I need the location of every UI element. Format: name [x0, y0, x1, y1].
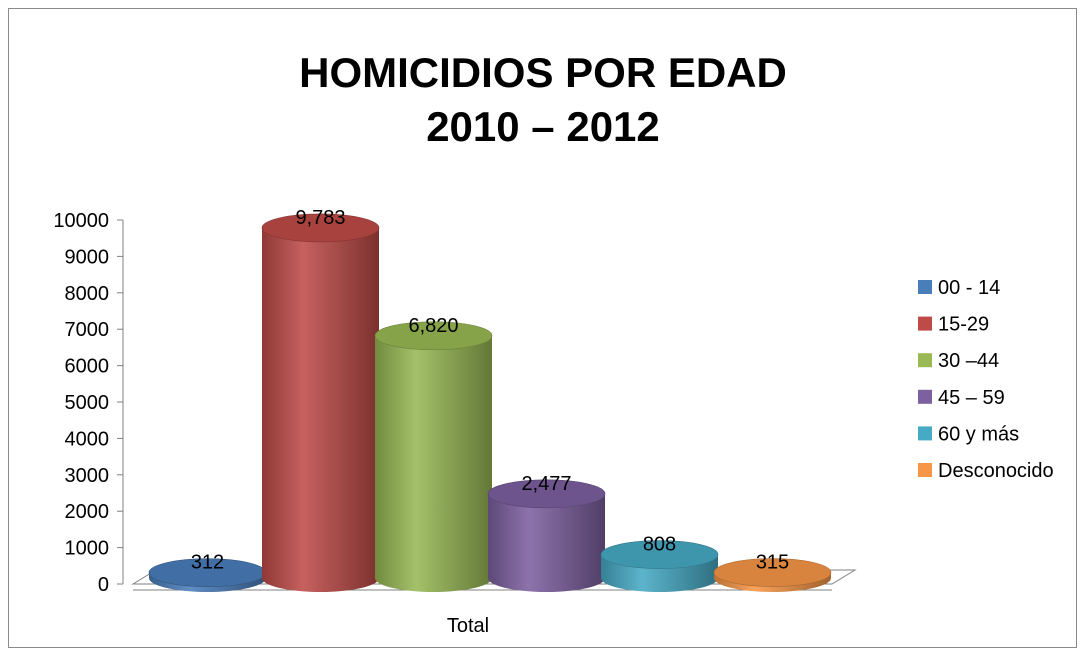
legend-label: Desconocido [938, 460, 1054, 482]
bar-top [374, 321, 493, 351]
y-tick-label: 8000 [65, 283, 110, 305]
chart-title-line-1: HOMICIDIOS POR EDAD [299, 49, 787, 96]
legend-item: 60 y más [918, 423, 1019, 445]
legend-swatch [918, 316, 932, 331]
legend-item: 45 – 59 [918, 387, 1005, 409]
bar-60-y-m-s [600, 540, 719, 593]
chart-title-line-2: 2010 – 2012 [426, 103, 660, 150]
data-label: 2,477 [521, 473, 571, 495]
legend-label: 30 –44 [938, 350, 999, 372]
legend-item: 15-29 [918, 314, 989, 336]
y-tick-label: 7000 [65, 319, 110, 341]
bar-body [262, 227, 379, 593]
data-label: 9,783 [295, 207, 345, 229]
bar-top [261, 213, 380, 243]
bar-30-44 [374, 321, 493, 592]
bar-45-59 [487, 479, 606, 593]
bar-body [375, 335, 492, 592]
bar-top [713, 558, 832, 587]
legend-item: Desconocido [918, 460, 1054, 482]
legend-swatch [918, 353, 932, 368]
bar-top [487, 479, 606, 509]
y-tick-label: 1000 [65, 538, 110, 560]
data-label: 312 [191, 552, 224, 574]
bar-15-29 [261, 213, 380, 593]
bar-top [600, 540, 719, 569]
legend-swatch [918, 426, 932, 441]
legend-swatch [918, 280, 932, 294]
y-tick-label: 4000 [65, 428, 110, 450]
legend-label: 45 – 59 [938, 387, 1005, 409]
legend-label: 15-29 [938, 314, 989, 336]
bar-desconocido [713, 558, 832, 593]
legend-item: 30 –44 [918, 350, 999, 372]
y-tick-label: 0 [98, 574, 109, 596]
y-tick-label: 2000 [65, 501, 110, 523]
legend-swatch [918, 389, 932, 404]
data-label: 6,820 [408, 315, 458, 337]
legend-label: 60 y más [938, 423, 1019, 445]
category-label: Total [447, 615, 489, 637]
y-tick-label: 10000 [53, 210, 109, 232]
legend-label: 00 - 14 [938, 277, 1000, 299]
y-tick-label: 9000 [65, 246, 110, 268]
y-tick-label: 3000 [65, 465, 110, 487]
legend-swatch [918, 463, 932, 477]
data-label: 808 [643, 534, 676, 556]
y-tick-label: 5000 [65, 392, 110, 414]
bar-00-14 [148, 558, 267, 593]
y-tick-label: 6000 [65, 356, 110, 378]
bar-body [488, 493, 605, 593]
data-label: 315 [756, 552, 789, 574]
legend-item: 00 - 14 [918, 277, 1000, 299]
